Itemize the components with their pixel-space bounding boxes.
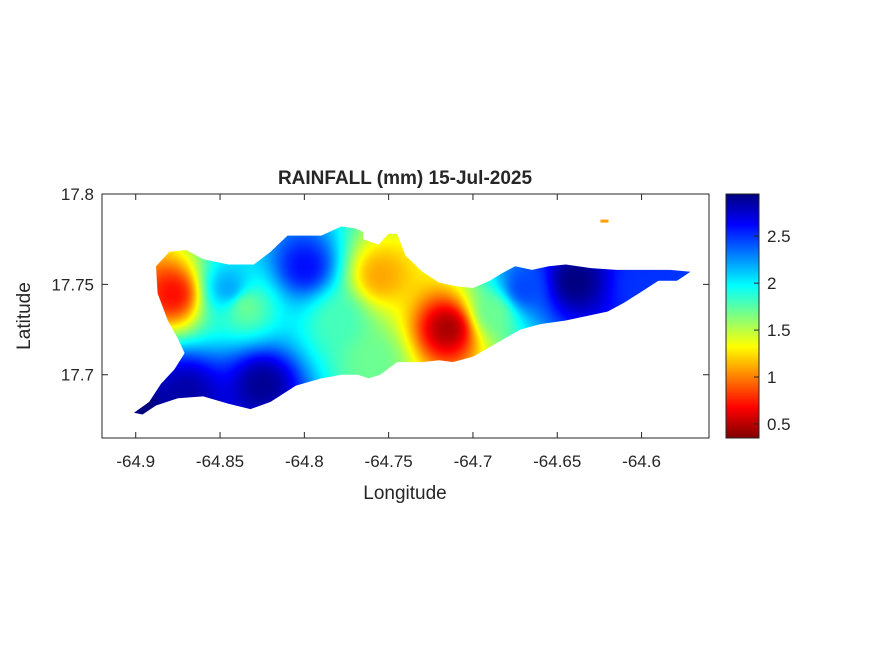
colorbar-ticks: 0.5 1 1.5 2 2.5 [754,227,791,434]
x-tick-label: -64.9 [116,452,155,471]
colorbar-tick-label: 0.5 [767,415,791,434]
y-tick-label: 17.75 [51,275,94,294]
y-axis: 17.7 17.75 17.8 [51,185,709,385]
rainfall-heatmap [134,226,691,415]
colorbar-tick-label: 1.5 [767,321,791,340]
x-tick-label: -64.85 [196,452,244,471]
x-tick-label: -64.65 [533,452,581,471]
x-axis-label: Longitude [363,483,446,504]
colorbar-tick-label: 1 [767,368,776,387]
x-tick-label: -64.7 [454,452,493,471]
x-tick-label: -64.75 [365,452,413,471]
y-tick-label: 17.8 [61,185,94,204]
colorbar-tick-label: 2.5 [767,227,791,246]
y-axis-label: Latitude [14,282,35,350]
colorbar-frame [725,193,760,439]
plot-frame [101,193,710,439]
y-tick-label: 17.7 [61,366,94,385]
colorbar: 0.5 1 1.5 2 2.5 [725,193,791,439]
x-tick-label: -64.6 [622,452,661,471]
x-tick-label: -64.8 [285,452,324,471]
colorbar-gradient [726,194,759,438]
colorbar-tick-label: 2 [767,274,776,293]
x-axis: -64.9 -64.85 -64.8 -64.75 -64.7 -64.65 -64.6 [116,194,661,471]
chart-title: RAINFALL (mm) 15-Jul-2025 [278,168,533,189]
islet [600,219,609,223]
